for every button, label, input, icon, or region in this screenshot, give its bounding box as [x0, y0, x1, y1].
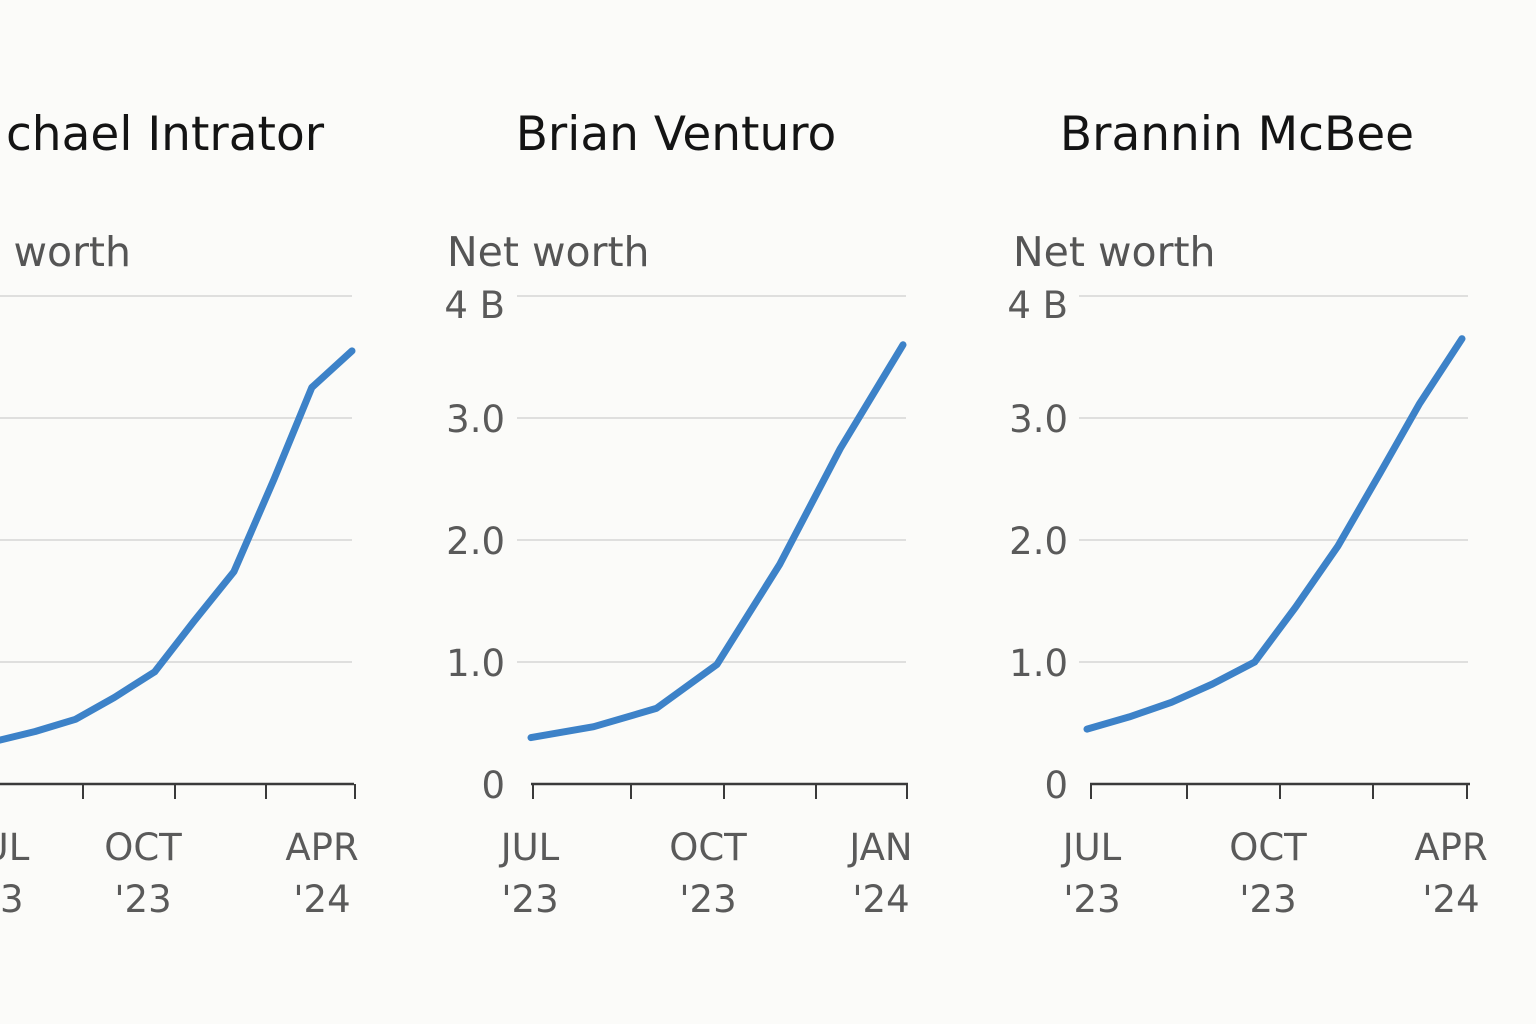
y-tick-label: 1.0: [446, 642, 505, 685]
x-tick-label: APR: [1414, 826, 1487, 869]
chart-title: Brian Venturo: [516, 107, 837, 162]
x-tick-label: JAN: [847, 826, 912, 869]
y-tick-label: 2.0: [1009, 520, 1068, 563]
x-tick-label: JUL: [499, 826, 560, 869]
net-worth-line: [1083, 335, 1466, 733]
x-tick-label: '23: [1239, 878, 1296, 921]
chart-title: chael Intrator: [6, 107, 325, 162]
y-tick-label: 0: [1044, 764, 1068, 807]
y-axis-label: Net worth: [1013, 228, 1216, 276]
y-tick-label: 4 B: [444, 284, 505, 327]
y-tick-label: 4 B: [1007, 284, 1068, 327]
net-worth-line: [0, 347, 356, 744]
x-tick-label: '24: [1422, 878, 1479, 921]
y-tick-label: 2.0: [446, 520, 505, 563]
x-tick-label: OCT: [669, 826, 747, 869]
y-tick-label: 3.0: [446, 398, 505, 441]
x-tick-label: 23: [0, 878, 24, 921]
chart-panel-3: Brannin McBee Net worth 0 1.0 2.0 3.0 4 B JUL '2…: [1007, 107, 1487, 921]
chart-title: Brannin McBee: [1060, 107, 1414, 162]
x-tick-label: OCT: [104, 826, 182, 869]
x-tick-label: '23: [501, 878, 558, 921]
y-axis-label: Net worth: [447, 228, 650, 276]
x-tick-label: JUL: [1061, 826, 1122, 869]
chart-panel-2: Brian Venturo Net worth 0 1.0 2.0 3.0 4 B JUL '2…: [444, 107, 912, 921]
net-worth-line: [527, 341, 907, 742]
x-tick-label: '23: [114, 878, 171, 921]
x-tick-label: '24: [293, 878, 350, 921]
y-tick-label: 3.0: [1009, 398, 1068, 441]
x-tick-label: '23: [679, 878, 736, 921]
x-tick-label: APR: [285, 826, 358, 869]
x-tick-label: JUL: [0, 826, 30, 869]
x-tick-label: OCT: [1229, 826, 1307, 869]
x-tick-label: '24: [852, 878, 909, 921]
y-tick-label: 1.0: [1009, 642, 1068, 685]
chart-panel-1: chael Intrator t worth JUL 23 OCT '23 APR '24: [0, 107, 359, 921]
x-tick-label: '23: [1063, 878, 1120, 921]
y-tick-label: 0: [481, 764, 505, 807]
y-axis-label: t worth: [0, 228, 131, 276]
